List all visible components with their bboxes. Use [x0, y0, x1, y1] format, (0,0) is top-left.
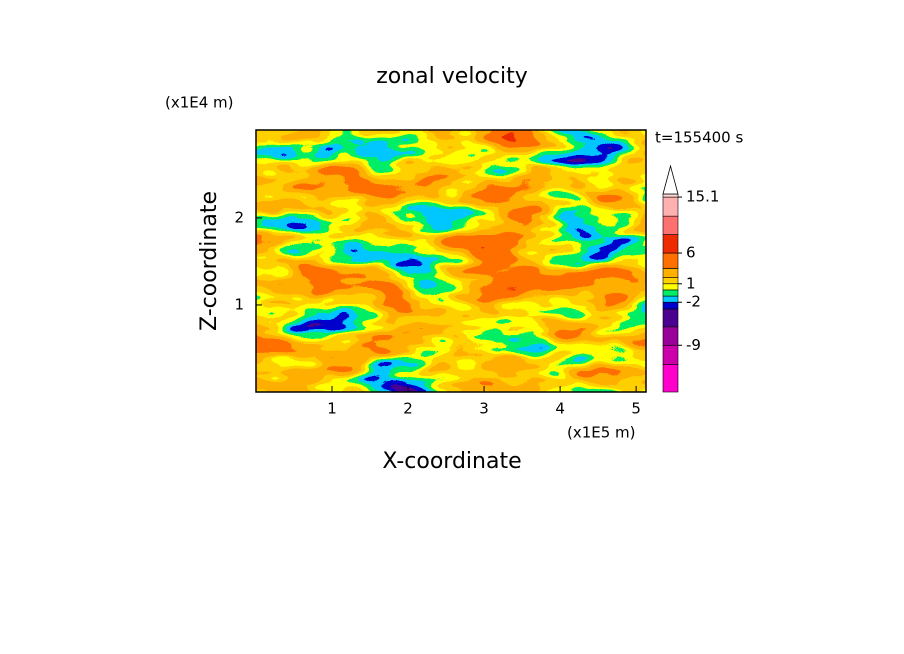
colorbar-segment: [662, 344, 679, 365]
colorbar-segment: [662, 283, 679, 291]
x-tick-label: 5: [631, 400, 641, 418]
y-tick-label: 2: [234, 208, 244, 226]
x-tick-label: 2: [403, 400, 413, 418]
y-axis-title: Z-coordinate: [197, 191, 222, 331]
x-tick-label: 3: [479, 400, 489, 418]
colorbar-segment: [662, 295, 679, 303]
x-axis-title: X-coordinate: [382, 449, 521, 474]
plot-frame: [255, 129, 647, 393]
x-unit: (x1E5 m): [567, 424, 636, 442]
colorbar-tick-label: 6: [686, 244, 696, 262]
colorbar-segment: [662, 193, 679, 198]
colorbar-segment: [662, 301, 679, 310]
colorbar-tick-label: -9: [686, 336, 701, 354]
colorbar-tick-label: 1: [686, 274, 696, 292]
y-unit: (x1E4 m): [165, 94, 234, 112]
colorbar-segment: [662, 326, 679, 346]
colorbar-segment: [662, 268, 679, 278]
colorbar-segment: [662, 234, 679, 254]
colorbar-segment: [662, 308, 679, 328]
y-tick-label: 1: [234, 295, 244, 313]
colorbar-tick-label: -2: [686, 293, 701, 311]
contour-field: [256, 130, 646, 392]
colorbar-tick-label: 15.1: [686, 188, 719, 206]
colorbar-segment: [662, 196, 679, 217]
colorbar-segment: [662, 364, 679, 393]
x-tick-label: 1: [327, 400, 337, 418]
colorbar-segment: [662, 215, 679, 235]
x-tick-label: 4: [555, 400, 565, 418]
chart-title: zonal velocity: [376, 64, 528, 89]
colorbar-segment: [662, 277, 679, 285]
annotation: t=155400 s: [655, 129, 743, 147]
colorbar-extension: [662, 164, 679, 195]
colorbar-segment: [662, 289, 679, 297]
colorbar-segment: [662, 252, 679, 269]
